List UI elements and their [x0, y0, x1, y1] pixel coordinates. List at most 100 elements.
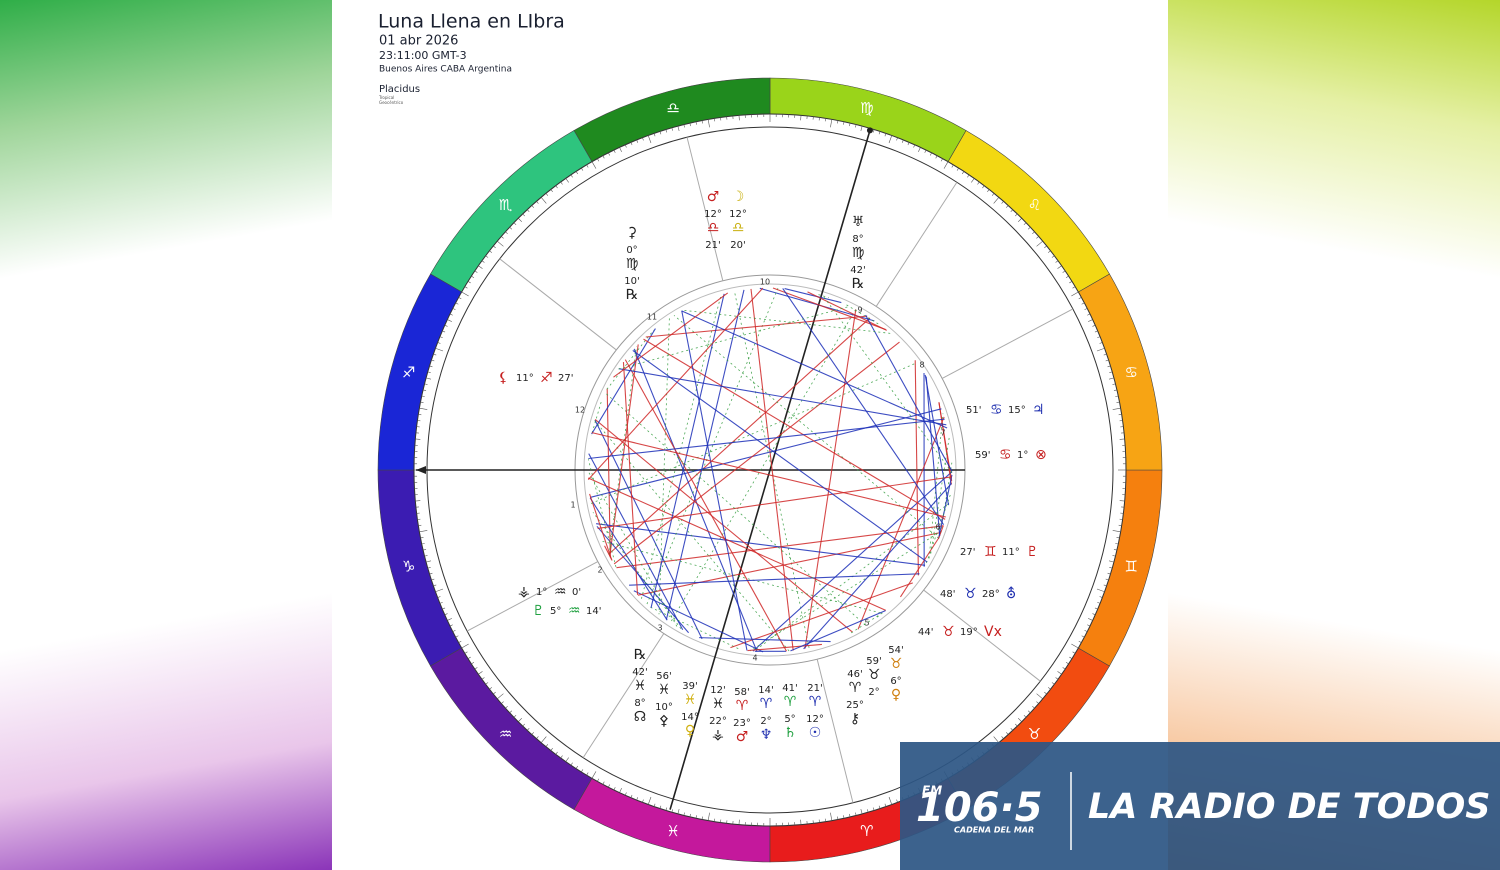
- tick: [1014, 723, 1018, 727]
- tick: [536, 201, 539, 204]
- tick: [485, 255, 489, 258]
- tick: [447, 618, 453, 621]
- tick: [597, 158, 600, 162]
- tick: [570, 174, 573, 178]
- placement-text: 8°: [852, 234, 863, 245]
- tick: [518, 218, 523, 223]
- banner-fm: FM: [922, 784, 942, 798]
- house-cusp: [941, 308, 1074, 379]
- aspect-line: [899, 537, 940, 598]
- aspect-line: [747, 643, 822, 652]
- placement-text: 28°: [982, 589, 1000, 600]
- tick: [522, 723, 526, 727]
- aspect-line: [646, 288, 779, 605]
- tick: [526, 727, 530, 731]
- placement-text: ♅: [852, 214, 865, 230]
- aspect-line: [637, 531, 942, 596]
- house-number: 10: [760, 278, 770, 287]
- tick: [1036, 693, 1043, 700]
- tick: [1112, 555, 1116, 557]
- tick: [872, 807, 875, 811]
- tick: [455, 635, 459, 638]
- tick: [423, 549, 427, 551]
- aspect-line: [681, 310, 948, 429]
- aspect-line: [596, 523, 926, 566]
- tick: [560, 181, 563, 185]
- aspect-line: [589, 497, 668, 621]
- tick: [1103, 584, 1107, 587]
- house-number: 12: [575, 406, 585, 415]
- aspect-line: [807, 291, 887, 331]
- aspect-line: [938, 402, 952, 485]
- tick: [1036, 240, 1043, 247]
- placement-text: ♈: [736, 698, 749, 714]
- tick: [849, 123, 851, 127]
- placement-text: ⚷: [850, 711, 860, 727]
- tick: [461, 291, 469, 297]
- tick: [1001, 201, 1004, 204]
- aspect-line: [650, 606, 741, 650]
- placement-text: ⚶: [712, 727, 724, 743]
- tick: [531, 732, 535, 735]
- placement-text: ☽: [732, 189, 745, 205]
- aspect-line: [846, 304, 881, 326]
- aspect-line: [790, 610, 886, 652]
- tick: [1097, 336, 1101, 339]
- tick: [426, 560, 432, 563]
- aspect-line: [784, 288, 842, 304]
- placement-text: ♆: [760, 727, 773, 743]
- tick: [1099, 342, 1103, 344]
- tick: [837, 120, 839, 124]
- banner-frequency: 106·5: [916, 785, 1043, 831]
- placement-text: 2°: [760, 716, 771, 727]
- aspect-line: [699, 637, 831, 643]
- tick: [581, 769, 584, 773]
- tick: [1010, 727, 1014, 731]
- tick: [452, 629, 456, 632]
- placement-text: 12°: [806, 714, 824, 725]
- aspect-line: [589, 408, 942, 498]
- placement-text: 22°: [709, 716, 727, 727]
- aspect-line: [590, 362, 918, 504]
- tick: [971, 178, 975, 183]
- tick: [913, 144, 916, 148]
- placement-text: ⊗: [1035, 447, 1047, 463]
- aspect-line: [594, 420, 790, 652]
- tick: [613, 787, 616, 791]
- tick: [689, 813, 691, 817]
- placement-text: 2°: [868, 687, 879, 698]
- zodiac-glyph: ♏: [499, 196, 513, 214]
- zodiac-glyph: ♑: [402, 557, 415, 575]
- placement-text: ℞: [852, 276, 865, 292]
- tick: [575, 171, 578, 175]
- tick: [509, 226, 513, 230]
- tick: [1094, 330, 1098, 333]
- placement-text: 12°: [729, 209, 747, 220]
- tick: [555, 185, 558, 189]
- tick: [449, 624, 453, 627]
- time: 23:11:00 GMT-3: [379, 49, 467, 62]
- placement-text: 12': [710, 685, 725, 696]
- tick: [1072, 286, 1076, 289]
- placement-text: ⚶: [518, 584, 530, 600]
- tick: [987, 189, 990, 193]
- tick: [467, 281, 471, 284]
- placement-text: ♀: [891, 687, 901, 703]
- placement-text: 48': [940, 589, 955, 600]
- tick: [1078, 640, 1082, 643]
- tick: [1027, 710, 1031, 714]
- tick: [901, 139, 904, 143]
- tick: [608, 152, 611, 156]
- tick: [888, 135, 893, 144]
- banner-network: CADENA DEL MAR: [954, 826, 1034, 835]
- tick: [1057, 671, 1062, 675]
- placement-text: 19°: [960, 627, 978, 638]
- tick: [849, 813, 851, 817]
- tick: [429, 572, 433, 575]
- tick: [493, 691, 496, 695]
- tick: [982, 185, 985, 189]
- placement-text: 12°: [704, 209, 722, 220]
- tick: [962, 171, 965, 175]
- aspect-line: [865, 314, 953, 472]
- tick: [1081, 302, 1085, 305]
